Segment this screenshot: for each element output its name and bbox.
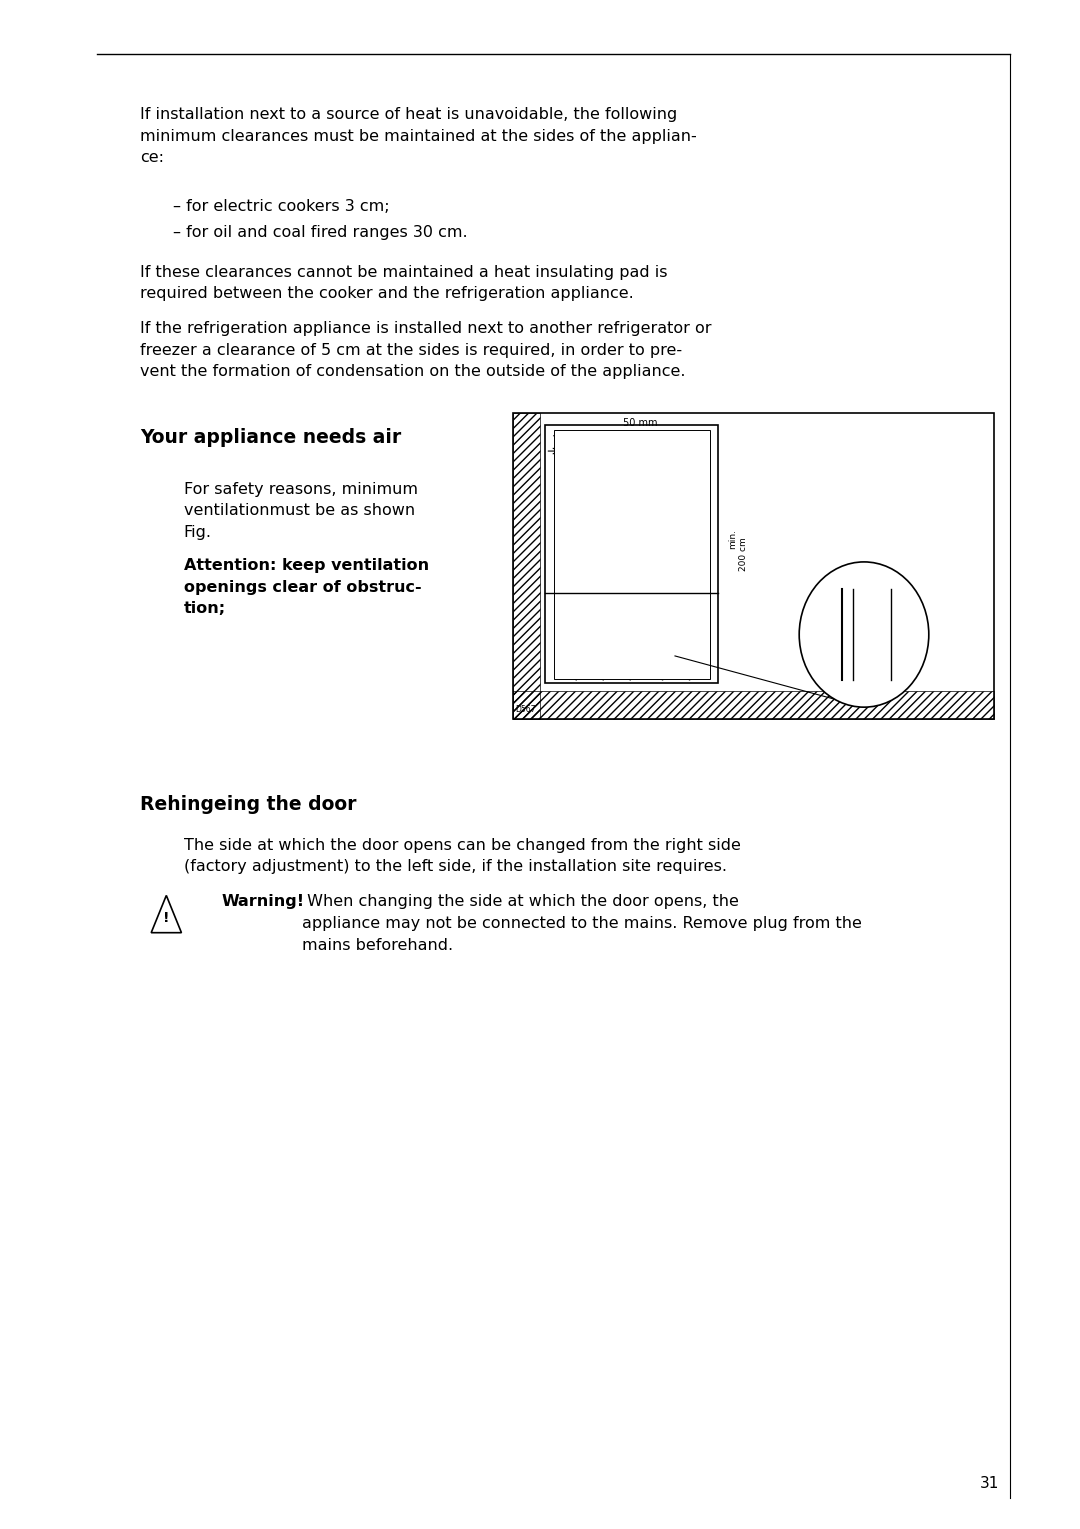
Text: If these clearances cannot be maintained a heat insulating pad is
required betwe: If these clearances cannot be maintained… xyxy=(140,265,667,301)
Text: The side at which the door opens can be changed from the right side
(factory adj: The side at which the door opens can be … xyxy=(184,838,741,875)
Text: For safety reasons, minimum
ventilationmust be as shown
Fig.: For safety reasons, minimum ventilationm… xyxy=(184,482,418,540)
Text: cm² 200: cm² 200 xyxy=(873,583,904,592)
Text: If the refrigeration appliance is installed next to another refrigerator or
free: If the refrigeration appliance is instal… xyxy=(140,321,712,379)
Text: Warning!: Warning! xyxy=(221,894,305,910)
Text: If installation next to a source of heat is unavoidable, the following
minimum c: If installation next to a source of heat… xyxy=(140,107,698,165)
Text: min.: min. xyxy=(728,529,737,549)
Text: – for electric cookers 3 cm;: – for electric cookers 3 cm; xyxy=(173,199,390,214)
Polygon shape xyxy=(151,896,181,933)
Text: Your appliance needs air: Your appliance needs air xyxy=(140,428,402,446)
Bar xyxy=(513,413,994,719)
Text: – for oil and coal fired ranges 30 cm.: – for oil and coal fired ranges 30 cm. xyxy=(173,225,468,240)
Bar xyxy=(554,430,710,679)
Text: 200 cm: 200 cm xyxy=(739,537,747,572)
Text: Attention: keep ventilation
openings clear of obstruc-
tion;: Attention: keep ventilation openings cle… xyxy=(184,558,429,616)
Ellipse shape xyxy=(799,561,929,706)
Text: Rehingeing the door: Rehingeing the door xyxy=(140,795,356,813)
Text: !: ! xyxy=(163,911,170,925)
Text: min.: min. xyxy=(850,567,867,576)
Text: 31: 31 xyxy=(980,1475,999,1491)
Text: 50 mm: 50 mm xyxy=(623,417,657,428)
Bar xyxy=(513,413,540,719)
Text: When changing the side at which the door opens, the
appliance may not be connect: When changing the side at which the door… xyxy=(302,894,862,953)
Bar xyxy=(513,691,994,719)
Text: D567: D567 xyxy=(515,705,536,714)
Bar xyxy=(545,425,718,683)
